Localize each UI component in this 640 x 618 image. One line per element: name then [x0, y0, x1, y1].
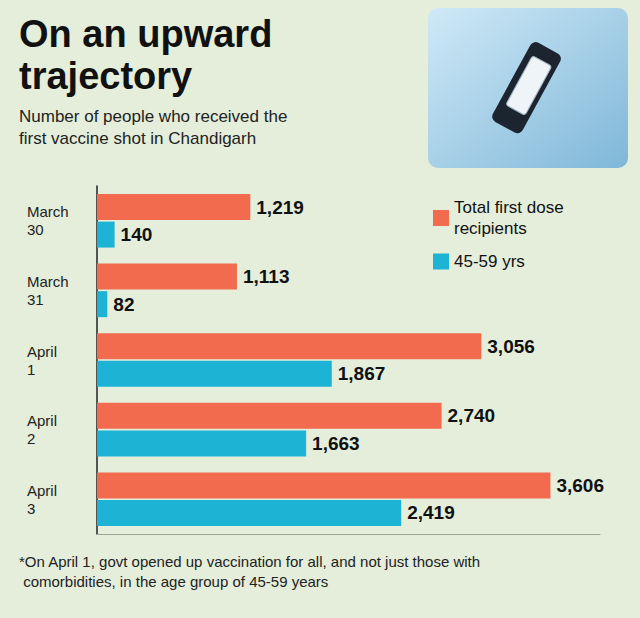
svg-text:140: 140: [121, 224, 153, 245]
svg-text:3,606: 3,606: [556, 475, 604, 496]
svg-text:2: 2: [27, 430, 35, 447]
svg-text:2,740: 2,740: [448, 405, 496, 426]
svg-text:comorbidities, in the age grou: comorbidities, in the age group of 45-59…: [19, 573, 328, 590]
svg-text:1,113: 1,113: [243, 266, 289, 287]
svg-text:April: April: [27, 343, 57, 360]
svg-text:30: 30: [27, 221, 44, 238]
svg-text:Total first dose: Total first dose: [454, 198, 568, 217]
svg-text:*On April 1, govt opened up va: *On April 1, govt opened up vaccination …: [19, 553, 480, 570]
svg-text:trajectory: trajectory: [19, 55, 192, 97]
svg-text:first vaccine shot in Chandiga: first vaccine shot in Chandigarh: [19, 129, 256, 148]
svg-text:1: 1: [27, 361, 35, 378]
svg-text:82: 82: [113, 294, 134, 315]
svg-text:March: March: [27, 273, 69, 290]
svg-text:On an upward: On an upward: [19, 13, 283, 55]
svg-text:31: 31: [27, 291, 44, 308]
svg-text:March: March: [27, 203, 69, 220]
svg-text:Number of people who received: Number of people who received the: [19, 107, 292, 126]
svg-text:April: April: [27, 482, 57, 499]
svg-text:recipients: recipients: [454, 219, 527, 238]
svg-text:2,419: 2,419: [407, 502, 455, 523]
svg-text:1,867: 1,867: [338, 363, 386, 384]
svg-text:3: 3: [27, 500, 35, 517]
svg-text:April: April: [27, 412, 57, 429]
svg-text:3,056: 3,056: [487, 336, 535, 357]
svg-text:45-59 yrs: 45-59 yrs: [454, 252, 525, 271]
svg-text:1,663: 1,663: [312, 433, 360, 454]
svg-text:1,219: 1,219: [256, 197, 304, 218]
